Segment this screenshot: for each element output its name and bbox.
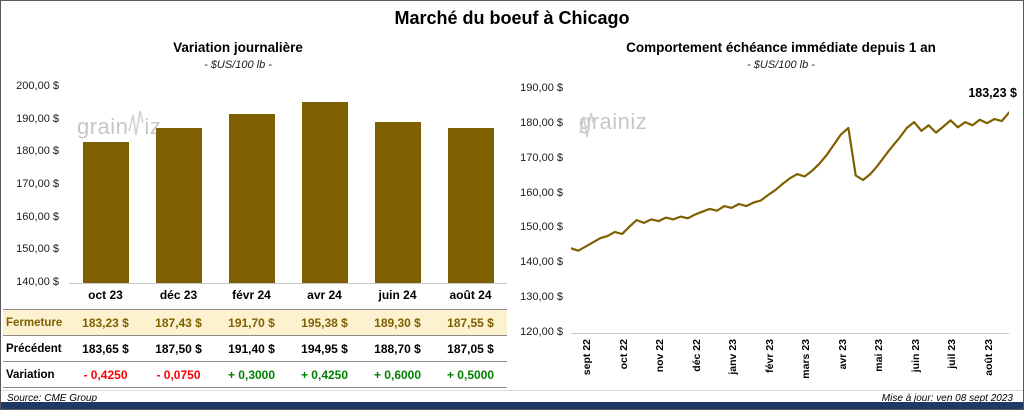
x-tick-label: janv 23 (727, 339, 740, 375)
line-chart-title: Comportement échéance immédiate depuis 1… (626, 40, 936, 55)
y-tick-label: 160,00 $ (16, 210, 59, 223)
table-cell: 187,05 $ (447, 341, 494, 356)
y-tick-label: 160,00 $ (520, 186, 563, 199)
x-tick-label: sept 22 (581, 339, 594, 376)
x-tick-label: nov 22 (654, 339, 667, 373)
bar-chart-y-axis: 200,00 $ 190,00 $ 180,00 $ 170,00 $ 160,00 $… (1, 80, 63, 288)
x-tick-label: juil 23 (946, 339, 959, 369)
table-cell: 189,30 $ (374, 315, 421, 330)
table-row-precedent: Précédent 183,65 $ 187,50 $ 191,40 $ 194,95 … (3, 336, 507, 362)
grainwiz-watermark: grain iz (579, 109, 648, 138)
table-cell: 191,70 $ (228, 315, 275, 330)
row-label: Précédent (6, 342, 62, 355)
line-chart-y-axis: 190,00 $ 180,00 $ 170,00 $ 160,00 $ 150,00 $… (507, 82, 567, 338)
category-label: avr 24 (307, 288, 342, 302)
table-cell: 194,95 $ (301, 341, 348, 356)
source-note: Source: CME Group (7, 393, 98, 404)
table-cell: 188,70 $ (374, 341, 421, 356)
table-cell: 183,65 $ (82, 341, 129, 356)
row-label: Variation (6, 368, 55, 381)
x-tick-label: mars 23 (800, 339, 813, 379)
bar-juin 24 (374, 122, 421, 283)
y-tick-label: 180,00 $ (520, 116, 563, 129)
watermark-zigzag-icon (128, 109, 145, 145)
x-tick-label: avr 23 (836, 339, 849, 370)
bar-chart-subtitle: - $US/100 lb - (204, 59, 272, 71)
table-cell: 183,23 $ (82, 315, 129, 330)
table-row-fermeture: Fermeture 183,23 $ 187,43 $ 191,70 $ 195,38 … (3, 310, 507, 336)
x-tick-label: juin 23 (909, 339, 922, 373)
bar-chart-plot: grain iz (69, 87, 507, 284)
y-tick-label: 140,00 $ (520, 256, 563, 269)
price-line-svg (571, 111, 1009, 252)
last-price-label: 183,23 $ (968, 86, 1017, 100)
table-cell: - 0,0750 (156, 367, 201, 382)
y-tick-label: 200,00 $ (16, 80, 59, 92)
table-cell: + 0,6000 (373, 367, 422, 382)
table-cell: - 0,4250 (83, 367, 128, 382)
y-tick-label: 130,00 $ (520, 291, 563, 304)
grainwiz-watermark: grain iz (77, 109, 161, 145)
table-row-variation: Variation - 0,4250 - 0,0750 + 0,3000 + 0,425… (3, 362, 507, 388)
y-tick-label: 170,00 $ (520, 151, 563, 164)
watermark-text-suffix: iz (630, 109, 648, 134)
bar-août 24 (447, 127, 494, 283)
price-table: Fermeture 183,23 $ 187,43 $ 191,70 $ 195,38 … (3, 309, 507, 388)
x-tick-label: mai 23 (873, 339, 886, 372)
table-cell: 187,55 $ (447, 315, 494, 330)
y-tick-label: 170,00 $ (16, 178, 59, 190)
x-tick-label: août 23 (982, 339, 995, 376)
table-cell: 191,40 $ (228, 341, 275, 356)
x-tick-label: oct 22 (617, 339, 630, 370)
table-cell: + 0,5000 (446, 367, 495, 382)
row-label: Fermeture (6, 316, 63, 329)
y-tick-label: 140,00 $ (16, 276, 59, 288)
bar-chart-x-axis: oct 23 déc 23 févr 24 avr 24 juin 24 août 24 (69, 288, 507, 302)
page-title: Marché du boeuf à Chicago (394, 8, 630, 28)
line-chart-subtitle: - $US/100 lb - (747, 59, 815, 71)
x-tick-label: févr 23 (763, 339, 776, 373)
bar-févr 24 (228, 114, 275, 283)
y-tick-label: 190,00 $ (16, 112, 59, 125)
line-chart-plot: grain iz (571, 89, 1009, 334)
table-cell: 195,38 $ (301, 315, 348, 330)
bottom-accent-strip (1, 402, 1023, 409)
x-tick-label: déc 22 (690, 339, 703, 372)
category-label: août 24 (449, 288, 492, 302)
bar-chart-title: Variation journalière (173, 40, 303, 55)
y-tick-label: 180,00 $ (16, 145, 59, 158)
bar-déc 23 (155, 128, 202, 283)
category-label: févr 24 (232, 288, 271, 302)
category-label: juin 24 (378, 288, 417, 302)
y-tick-label: 190,00 $ (520, 82, 563, 94)
category-label: déc 23 (159, 288, 198, 302)
footer-divider (1, 390, 1023, 391)
category-label: oct 23 (88, 288, 123, 302)
bar-avr 24 (301, 102, 348, 283)
y-tick-label: 150,00 $ (16, 243, 59, 256)
table-cell: + 0,3000 (227, 367, 276, 382)
table-cell: 187,43 $ (155, 315, 202, 330)
y-tick-label: 150,00 $ (520, 221, 563, 234)
bar-oct 23 (82, 141, 129, 283)
y-tick-label: 120,00 $ (520, 326, 563, 338)
line-chart-x-axis: sept 22 oct 22 nov 22 déc 22 janv 23 févr 23 m… (571, 337, 1009, 393)
update-note: Mise à jour: ven 08 sept 2023 (881, 393, 1013, 404)
table-cell: + 0,4250 (300, 367, 349, 382)
watermark-text-prefix: grain (77, 114, 129, 139)
table-cell: 187,50 $ (155, 341, 202, 356)
